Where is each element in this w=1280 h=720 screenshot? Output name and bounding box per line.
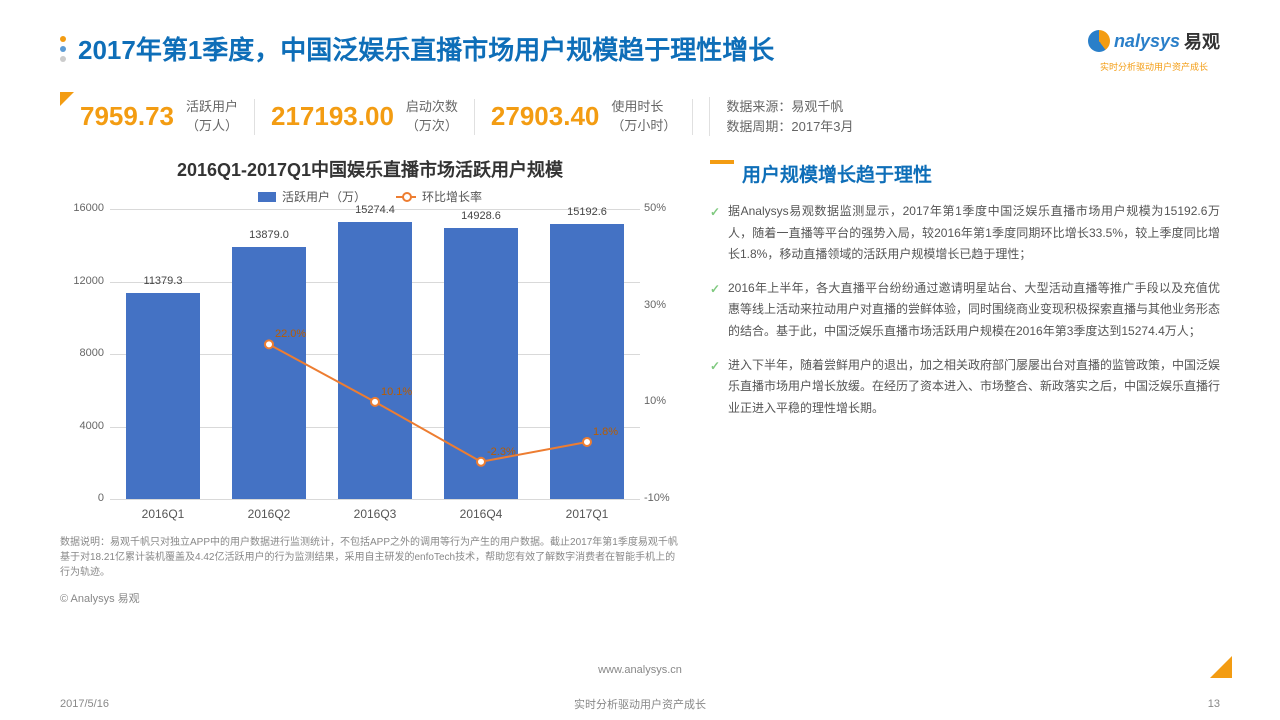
footer-date: 2017/5/16 xyxy=(60,698,109,710)
chart-area: 0400080001200016000-10%10%30%50%11379.32… xyxy=(60,209,680,529)
logo-cn: 易观 xyxy=(1184,28,1220,54)
chart-footnote: 数据说明：易观千帆只对独立APP中的用户数据进行监测统计，不包括APP之外的调用… xyxy=(60,535,680,580)
logo-tagline: 实时分析驱动用户资产成长 xyxy=(1100,60,1208,73)
decor-triangle-icon xyxy=(60,92,74,106)
brand-logo: nalysys 易观 实时分析驱动用户资产成长 xyxy=(1088,28,1220,73)
bullet-item: 据Analysys易观数据监测显示，2017年第1季度中国泛娱乐直播市场用户规模… xyxy=(710,201,1220,266)
page-title: 2017年第1季度，中国泛娱乐直播市场用户规模趋于理性增长 xyxy=(78,30,774,67)
chart-panel: 2016Q1-2017Q1中国娱乐直播市场活跃用户规模 活跃用户（万） 环比增长… xyxy=(60,156,680,606)
analysis-title: 用户规模增长趋于理性 xyxy=(710,160,1220,187)
pie-icon xyxy=(1088,30,1110,52)
title-bullet-icon xyxy=(60,36,66,62)
stats-row: 7959.73 活跃用户（万人） 217193.00 启动次数（万次） 2790… xyxy=(80,97,1220,136)
analysis-panel: 用户规模增长趋于理性 据Analysys易观数据监测显示，2017年第1季度中国… xyxy=(710,156,1220,606)
bullet-list: 据Analysys易观数据监测显示，2017年第1季度中国泛娱乐直播市场用户规模… xyxy=(710,201,1220,419)
chart-title: 2016Q1-2017Q1中国娱乐直播市场活跃用户规模 xyxy=(60,156,680,182)
bullet-item: 进入下半年，随着尝鲜用户的退出，加之相关政府部门屡屡出台对直播的监管政策，中国泛… xyxy=(710,355,1220,420)
data-source: 数据来源：易观千帆数据周期：2017年3月 xyxy=(709,97,853,136)
stat-launches: 217193.00 启动次数（万次） xyxy=(271,98,458,134)
logo-en: nalysys xyxy=(1114,31,1180,52)
bar-swatch-icon xyxy=(258,192,276,202)
footer: 2017/5/16 实时分析驱动用户资产成长 13 xyxy=(0,698,1280,710)
bullet-item: 2016年上半年，各大直播平台纷纷通过邀请明星站台、大型活动直播等推广手段以及充… xyxy=(710,278,1220,343)
footer-slogan: 实时分析驱动用户资产成长 xyxy=(574,696,706,712)
decor-triangle-bottom-icon xyxy=(1210,656,1232,678)
title-row: 2017年第1季度，中国泛娱乐直播市场用户规模趋于理性增长 xyxy=(60,30,1220,67)
copyright: © Analysys 易观 xyxy=(60,590,680,606)
stat-active-users: 7959.73 活跃用户（万人） xyxy=(80,98,238,134)
chart-legend: 活跃用户（万） 环比增长率 xyxy=(60,188,680,205)
footer-page: 13 xyxy=(1208,698,1220,710)
line-swatch-icon xyxy=(396,196,416,198)
url: www.analysys.cn xyxy=(598,664,682,676)
stat-duration: 27903.40 使用时长（万小时） xyxy=(491,98,676,134)
